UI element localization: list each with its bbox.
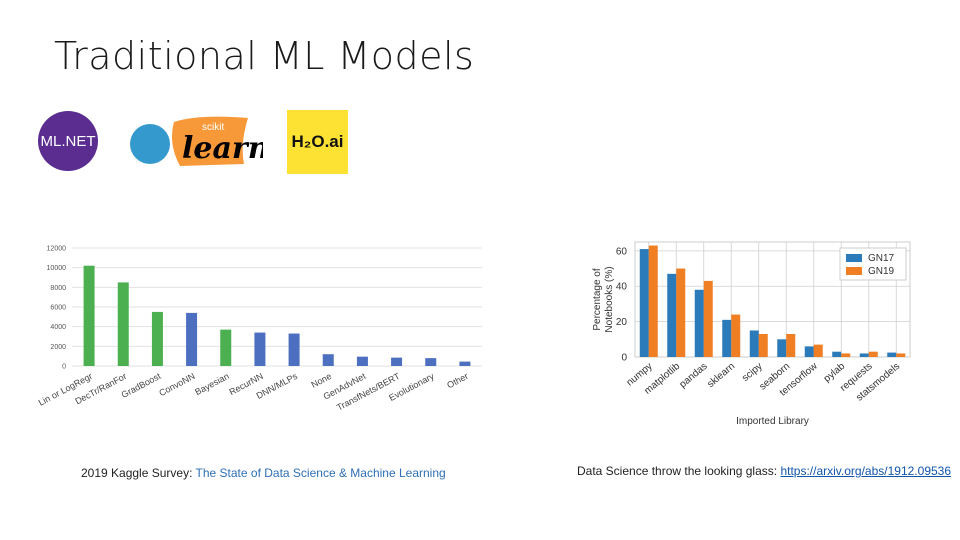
y-tick-label: 10000 <box>47 265 67 272</box>
bar-gn19 <box>676 268 686 357</box>
y-tick-label: 6000 <box>50 305 66 312</box>
legend-swatch <box>846 254 862 262</box>
bar <box>83 265 95 366</box>
bar <box>391 357 403 366</box>
bar-gn19 <box>758 334 768 357</box>
bar-gn17 <box>804 346 814 357</box>
y-tick-label: 8000 <box>50 285 66 292</box>
bar-gn17 <box>859 353 869 357</box>
y-tick-label: 20 <box>616 317 628 328</box>
x-tick-label: Bayesian <box>193 371 230 397</box>
bar <box>356 356 368 366</box>
x-tick-label: GradBoost <box>120 371 163 400</box>
mlnet-logo-text: ML.NET <box>40 132 96 150</box>
left-caption-link[interactable]: The State of Data Science & Machine Lear… <box>195 466 446 480</box>
bar <box>425 358 437 366</box>
bar <box>117 282 129 366</box>
bar-gn17 <box>777 339 787 357</box>
bar-gn19 <box>868 351 878 357</box>
y-tick-label: 0 <box>62 364 66 371</box>
bar-gn17 <box>887 352 897 357</box>
bar-gn19 <box>648 245 658 357</box>
bar <box>186 312 198 366</box>
arxiv-link[interactable]: https://arxiv.org/abs/1912.09536 <box>780 464 952 478</box>
bar-gn19 <box>813 344 823 357</box>
bar-gn17 <box>832 351 842 357</box>
bar-gn17 <box>722 319 732 357</box>
left-chart-caption: 2019 Kaggle Survey: The State of Data Sc… <box>81 466 446 480</box>
legend-label: GN19 <box>868 266 895 277</box>
bar <box>322 354 334 366</box>
bar-gn19 <box>841 353 851 357</box>
right-chart-caption: Data Science throw the looking glass: ht… <box>577 464 951 478</box>
bar-gn19 <box>703 280 713 357</box>
bar <box>220 329 232 366</box>
scikit-learn-logo: scikit learn <box>128 114 270 170</box>
x-tick-label: sklearn <box>705 361 737 390</box>
h2o-logo: H₂O.ai <box>287 110 348 174</box>
x-tick-label: Other <box>445 371 470 390</box>
h2o-logo-text: H₂O.ai <box>291 132 344 151</box>
y-tick-label: 0 <box>621 353 627 364</box>
x-axis-label: Imported Library <box>736 416 809 427</box>
sklearn-logo-top-text: scikit <box>202 122 224 133</box>
mlnet-logo: ML.NET <box>38 111 98 171</box>
x-tick-label: ConvoNN <box>157 371 196 398</box>
bar-gn19 <box>731 314 741 357</box>
y-tick-label: 2000 <box>50 344 66 351</box>
bar-gn19 <box>786 334 796 357</box>
bar <box>151 311 163 366</box>
y-axis-label-line2: Notebooks (%) <box>604 266 615 332</box>
y-tick-label: 60 <box>616 246 628 257</box>
slide-title: Traditional ML Models <box>54 34 475 78</box>
y-tick-label: 4000 <box>50 324 66 331</box>
x-tick-label: None <box>309 371 333 390</box>
sklearn-logo-main-text: learn <box>182 131 263 166</box>
bar <box>459 361 471 366</box>
bar <box>254 332 266 366</box>
bar <box>288 333 300 366</box>
bar-gn17 <box>667 273 677 357</box>
legend-label: GN17 <box>868 253 895 264</box>
y-axis-label-line1: Percentage of <box>592 268 603 330</box>
x-tick-label: pandas <box>677 361 709 391</box>
right-caption-source: Data Science throw the looking glass: <box>577 464 781 478</box>
legend-swatch <box>846 267 862 275</box>
y-tick-label: 12000 <box>47 246 67 253</box>
bar-gn17 <box>694 289 704 357</box>
bar-gn19 <box>896 353 906 357</box>
y-tick-label: 40 <box>616 282 628 293</box>
left-caption-source: 2019 Kaggle Survey: <box>81 466 196 480</box>
bar-gn17 <box>749 330 759 357</box>
bar-gn17 <box>639 249 649 357</box>
